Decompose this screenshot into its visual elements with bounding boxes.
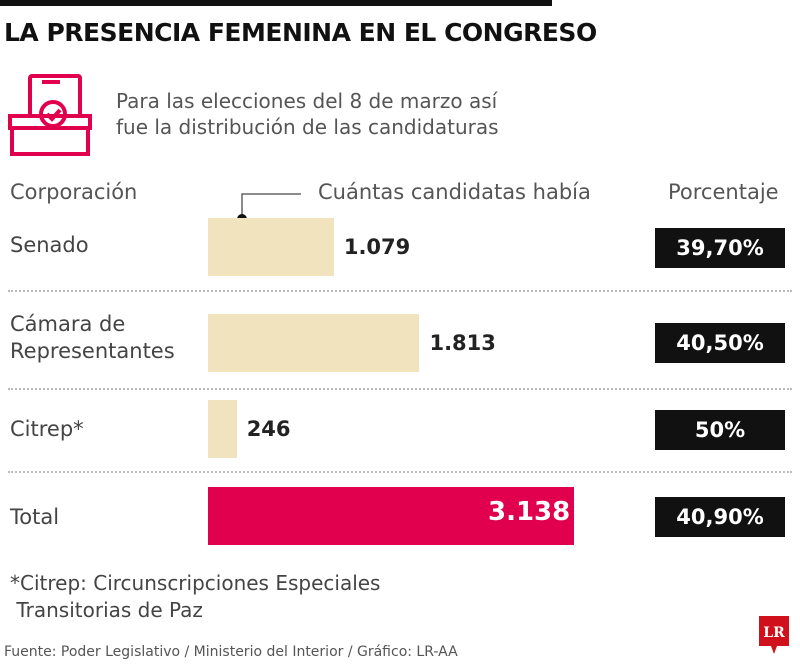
row-divider <box>8 388 792 390</box>
footnote-line: Transitorias de Paz <box>10 598 203 622</box>
source-text: Fuente: Poder Legislativo / Ministerio d… <box>4 644 458 660</box>
header-candidatas: Cuántas candidatas había <box>318 180 591 204</box>
intro-text: Para las elecciones del 8 de marzo así f… <box>116 88 556 140</box>
percentage-badge-citrep: 50% <box>655 410 785 450</box>
row-label-line: Representantes <box>10 339 175 363</box>
row-label-line: Cámara de <box>10 312 126 336</box>
value-label-3: 3.138 <box>488 497 571 527</box>
footnote: *Citrep: Circunscripciones Especiales Tr… <box>10 570 380 624</box>
value-label-0: 1.079 <box>343 235 411 259</box>
lr-logo: LR <box>759 616 789 654</box>
row-divider <box>8 471 792 473</box>
value-label-2: 246 <box>246 417 291 441</box>
chart-title: LA PRESENCIA FEMENINA EN EL CONGRESO <box>4 18 597 47</box>
row-label-citrep: Citrep* <box>10 416 84 443</box>
header-porcentaje: Porcentaje <box>668 180 779 204</box>
intro-line: fue la distribución de las candidaturas <box>116 115 499 139</box>
row-label-line: Citrep* <box>10 417 84 441</box>
top-rule <box>0 0 552 6</box>
percentage-badge-camara: 40,50% <box>655 323 785 363</box>
percentage-badge-total: 40,90% <box>655 497 785 537</box>
row-divider <box>8 290 792 292</box>
svg-text:LR: LR <box>763 625 785 641</box>
value-label-1: 1.813 <box>429 331 496 355</box>
bar-1 <box>208 314 420 372</box>
ballot-box-icon <box>8 74 92 156</box>
footnote-line: *Citrep: Circunscripciones Especiales <box>10 571 381 595</box>
row-label-line: Senado <box>10 233 89 257</box>
header-corporacion: Corporación <box>10 180 138 204</box>
intro-line: Para las elecciones del 8 de marzo así <box>116 89 498 113</box>
percentage-badge-senado: 39,70% <box>655 228 785 268</box>
row-label-camara: Cámara de Representantes <box>10 311 175 365</box>
bar-3 <box>208 487 574 545</box>
row-label-line: Total <box>10 505 60 529</box>
row-label-senado: Senado <box>10 232 89 259</box>
bar-2 <box>208 400 237 458</box>
row-label-total: Total <box>10 504 59 531</box>
bar-0 <box>208 218 334 276</box>
